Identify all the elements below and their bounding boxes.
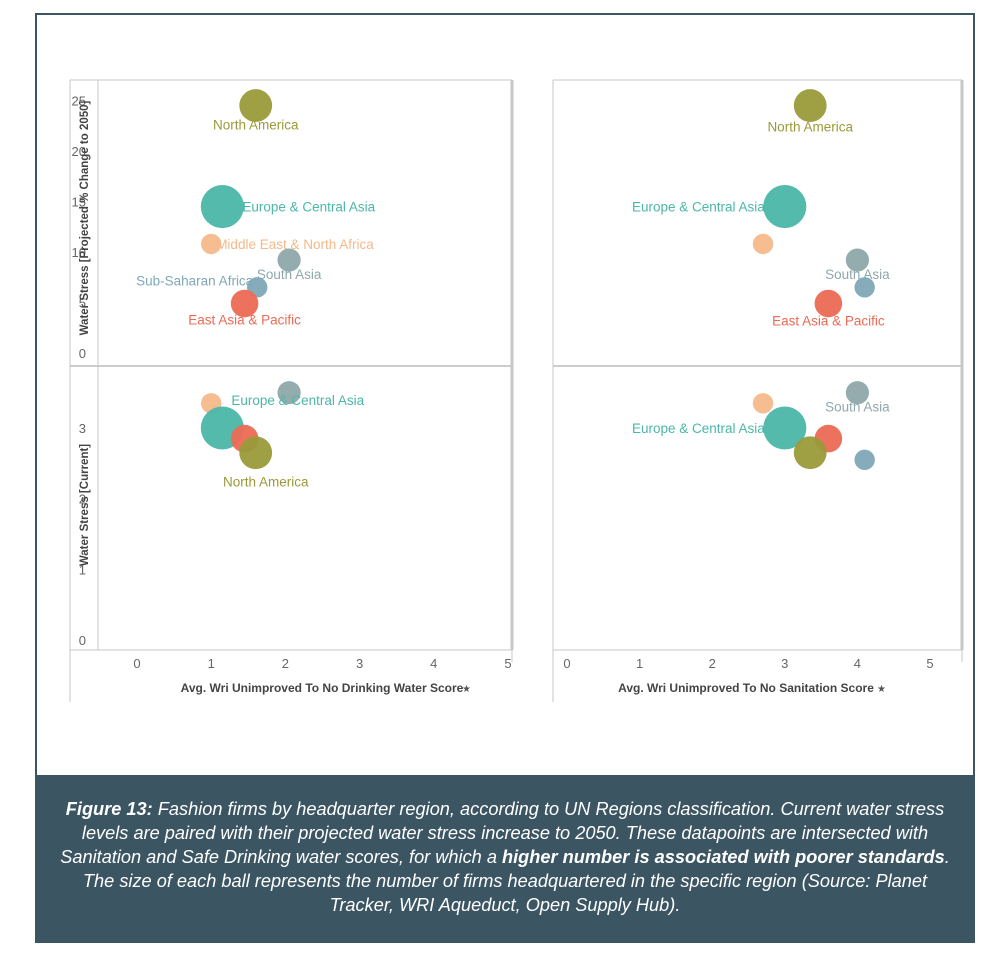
figure-label: Figure 13: [65, 799, 153, 819]
data-point-europe-central-asia [200, 185, 244, 229]
data-label: Europe & Central Asia [632, 421, 765, 436]
data-point-north-america [793, 89, 827, 122]
data-label: North America [223, 475, 309, 490]
y-tick-label: 2 [79, 492, 86, 507]
data-label: South Asia [257, 267, 322, 282]
y-axis-label: Water Stress [Projected % Change to 2050… [79, 100, 91, 335]
pin-icon: ★ [877, 684, 886, 695]
x-tick-label: 3 [781, 656, 788, 671]
data-point-europe-central-asia [763, 406, 807, 450]
y-tick-label: 20 [72, 144, 86, 159]
y-tick-label: 0 [79, 346, 86, 361]
y-tick-label: 1 [79, 562, 86, 577]
y-tick-label: 15 [72, 195, 86, 210]
data-label: Middle East & North Africa [216, 237, 374, 252]
x-tick-label: 0 [563, 656, 570, 671]
x-tick-label: 4 [854, 656, 861, 671]
x-tick-label: 5 [504, 656, 511, 671]
data-point-north-america [239, 436, 273, 470]
x-tick-label: 0 [133, 656, 140, 671]
data-label: Sub-Saharan Africa [136, 273, 254, 288]
data-point-south-asia [277, 248, 301, 272]
x-tick-label: 1 [208, 656, 215, 671]
x-axis-label: Avg. Wri Unimproved To No Sanitation Sco… [618, 681, 874, 695]
data-point-north-america [239, 89, 273, 122]
data-point-east-asia-pacific [814, 289, 843, 318]
data-point-north-america [793, 436, 827, 470]
data-label: East Asia & Pacific [772, 314, 885, 329]
caption-text-1: Fashion firms by headquarter region, acc… [60, 799, 945, 867]
caption-text-2: . The size of each ball represents the n… [82, 847, 950, 915]
x-tick-label: 4 [430, 656, 437, 671]
y-tick-label: 3 [79, 421, 86, 436]
data-point-sub-saharan-africa [854, 449, 875, 470]
x-tick-label: 1 [636, 656, 643, 671]
data-label: North America [213, 118, 299, 133]
data-label: South Asia [825, 267, 890, 282]
data-point-middle-east-north-africa [752, 233, 774, 255]
chart-1: 0 1 2 3 4 5 Avg. Wri Unimproved To No Drinking… [69, 79, 514, 702]
pin-icon: ★ [462, 684, 471, 695]
data-label: Europe & Central Asia [242, 200, 375, 215]
data-point-south-asia [845, 381, 869, 405]
data-label: North America [767, 120, 853, 135]
data-point-middle-east-north-africa [752, 393, 774, 414]
chart-2: 0 1 2 3 4 5 Avg. Wri Unimproved To No Sanitati… [552, 79, 964, 702]
data-label: Europe & Central Asia [632, 200, 765, 215]
figure-caption: Figure 13: Fashion firms by headquarter … [35, 775, 975, 943]
data-label: Europe & Central Asia [231, 393, 364, 408]
data-point-europe-central-asia [763, 185, 807, 229]
y-tick-label: 25 [72, 94, 86, 109]
x-tick-label: 2 [282, 656, 289, 671]
x-tick-label: 5 [926, 656, 933, 671]
data-label: South Asia [825, 400, 890, 415]
x-tick-label: 2 [709, 656, 716, 671]
x-tick-label: 3 [356, 656, 363, 671]
data-point-sub-saharan-africa [854, 277, 875, 298]
data-point-south-asia [277, 381, 301, 405]
caption-emphasis: higher number is associated with poorer … [502, 847, 945, 867]
data-point-middle-east-north-africa [201, 233, 222, 255]
y-tick-label: 0 [79, 633, 86, 648]
y-axis-label: Water Stress [Current] [79, 444, 91, 566]
data-label: East Asia & Pacific [188, 313, 301, 328]
x-axis-label: Avg. Wri Unimproved To No Drinking Water… [181, 681, 464, 695]
y-tick-label: 5 [79, 296, 86, 311]
y-tick-label: 10 [72, 245, 86, 260]
data-point-south-asia [845, 248, 869, 272]
data-point-east-asia-pacific [230, 289, 259, 318]
